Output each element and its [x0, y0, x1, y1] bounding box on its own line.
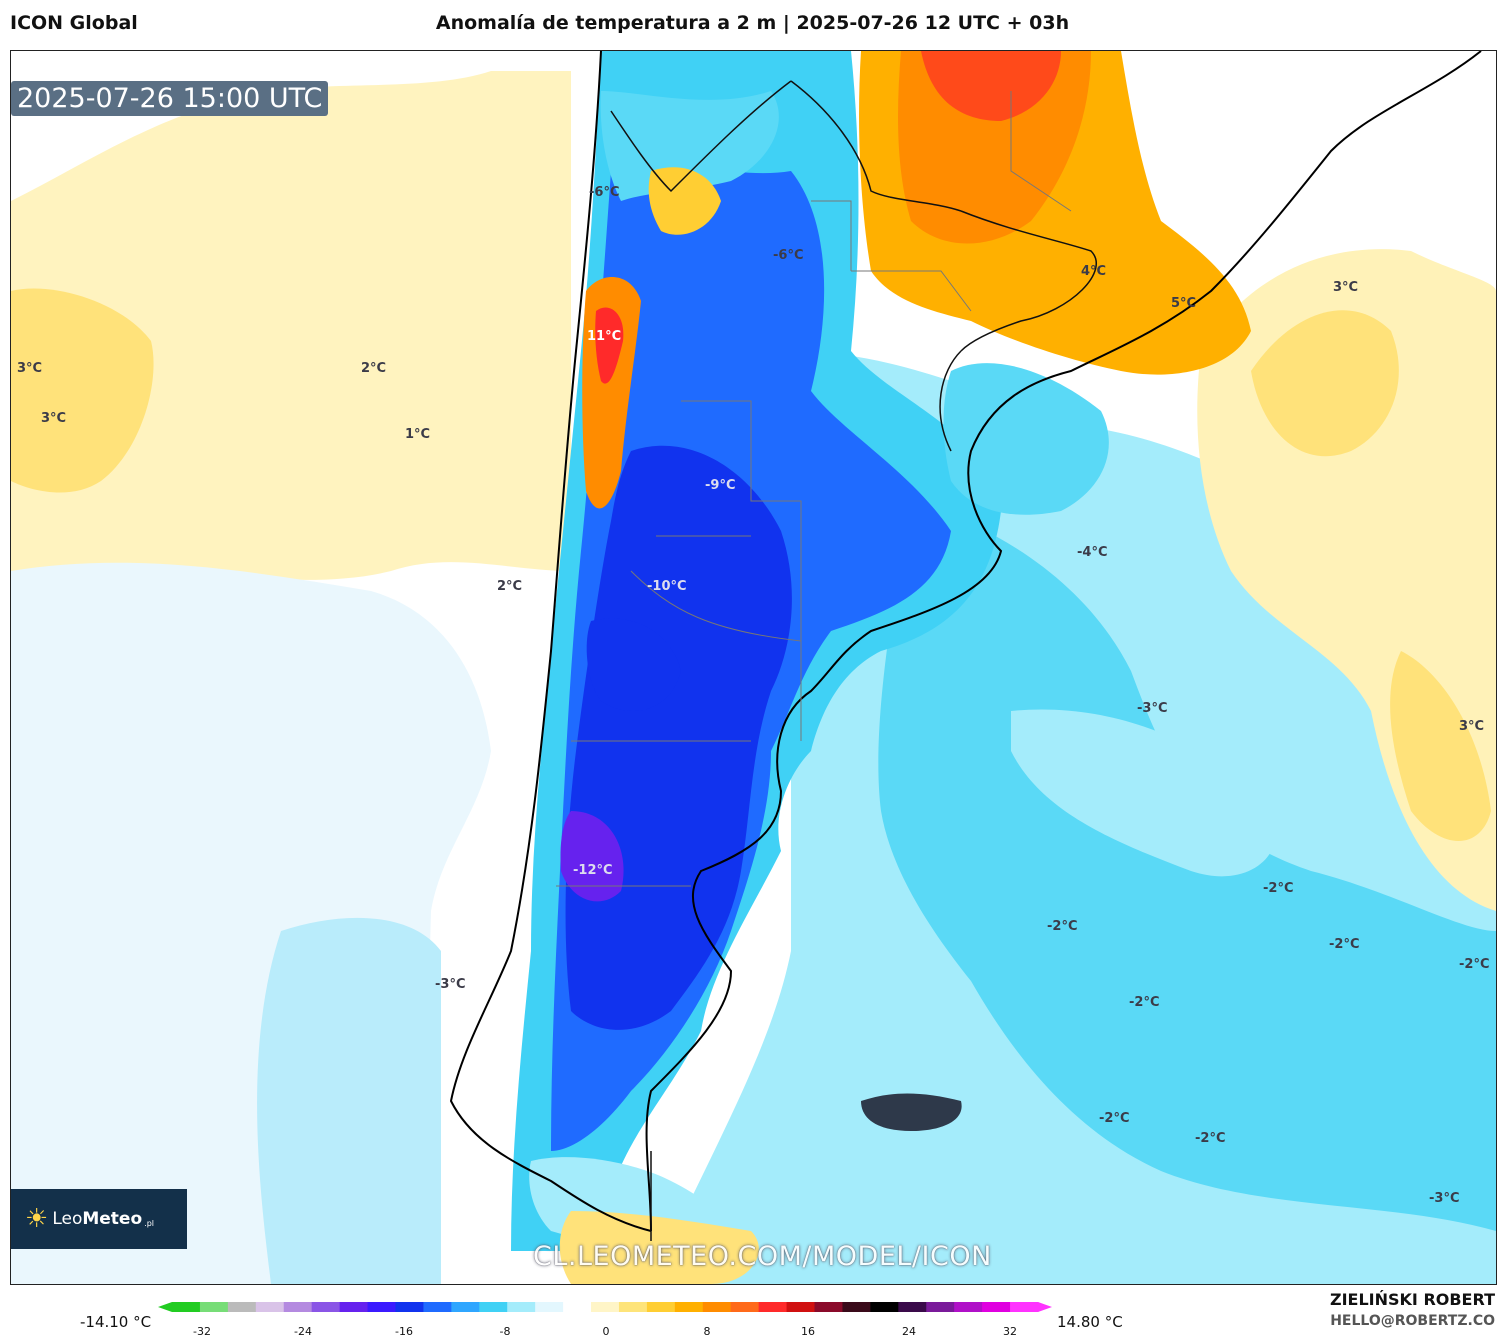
colorbar-tick-label: 24 [902, 1325, 916, 1338]
contour-label: 3°C [17, 361, 43, 376]
colorbar-segment [842, 1302, 871, 1312]
logo-text: LeoMeteo [52, 1209, 143, 1229]
contour-label: -2°C [1129, 995, 1160, 1010]
colorbar-segment [730, 1302, 760, 1312]
colorbar-segment [758, 1302, 788, 1312]
contour-label: -2°C [1047, 919, 1078, 934]
colorbar-segment [507, 1302, 536, 1312]
map-title: Anomalía de temperatura a 2 m | 2025-07-… [435, 12, 1070, 34]
colorbar-segment [367, 1302, 396, 1312]
colorbar-segment [199, 1302, 229, 1312]
contour-label: -4°C [1077, 545, 1108, 560]
leometeo-logo[interactable]: ☀ LeoMeteo .pl [11, 1189, 187, 1249]
contour-label: -3°C [435, 977, 466, 992]
contour-label: 3°C [41, 411, 67, 426]
contour-label: 2°C [497, 579, 523, 594]
colorbar-segment [786, 1302, 816, 1312]
colorbar-tick-label: 8 [703, 1325, 711, 1338]
sun-icon: ☀ [25, 1204, 49, 1234]
contour-label: -2°C [1459, 957, 1490, 972]
contour-label: -2°C [1195, 1131, 1226, 1146]
watermark-url: CL.LEOMETEO.COM/MODEL/ICON [533, 1241, 992, 1272]
colorbar-segment [339, 1302, 369, 1312]
contour-label: -9°C [705, 478, 736, 493]
colorbar-max-label: 14.80 °C [1057, 1313, 1123, 1331]
anomaly-map [11, 51, 1496, 1284]
colorbar-segment [227, 1302, 257, 1312]
colorbar-tick-label: 0 [602, 1325, 610, 1338]
colorbar-segment [395, 1302, 424, 1312]
colorbar-segment [451, 1302, 480, 1312]
colorbar-min-arrow [158, 1302, 172, 1312]
logo-suffix: .pl [144, 1218, 154, 1228]
contour-label: -2°C [1099, 1111, 1130, 1126]
colorbar-segment [954, 1302, 983, 1312]
colorbar-min-label: -14.10 °C [80, 1313, 152, 1331]
contour-label: -10°C [647, 579, 687, 594]
contour-label: 3°C [1333, 280, 1359, 295]
colorbar-segment [255, 1302, 285, 1312]
contour-label: -6°C [773, 248, 804, 263]
colorbar-segment [479, 1302, 508, 1312]
model-name: ICON Global [10, 12, 138, 34]
colorbar-segment [311, 1302, 341, 1312]
colorbar-segment [814, 1302, 843, 1312]
colorbar-tick-label: 32 [1003, 1325, 1017, 1338]
colorbar-segment [563, 1302, 592, 1312]
colorbar-tick-label: -8 [499, 1325, 511, 1338]
colorbar-segment [702, 1302, 732, 1312]
contour-label: 11°C [587, 329, 622, 344]
colorbar-tick-label: -16 [395, 1325, 413, 1338]
colorbar-segment [172, 1302, 201, 1312]
contour-label: -3°C [1137, 701, 1168, 716]
colorbar-segment [618, 1302, 648, 1312]
contour-label: -3°C [1429, 1191, 1460, 1206]
colorbar-segment [535, 1302, 564, 1312]
colorbar-segment [870, 1302, 899, 1312]
colorbar-segment [591, 1302, 620, 1312]
colorbar-segment [423, 1302, 452, 1312]
colorbar-max-arrow [1038, 1302, 1052, 1312]
colorbar-tick-label: -24 [294, 1325, 312, 1338]
contour-label: 3°C [1459, 719, 1485, 734]
contour-label: 5°C [1171, 296, 1197, 311]
contour-label: 1°C [405, 427, 431, 442]
map-panel: 2025-07-26 15:00 UTC ☀ LeoMeteo .pl CL.L… [10, 50, 1497, 1285]
colorbar-segment [283, 1302, 313, 1312]
contour-label: 2°C [361, 361, 387, 376]
colorbar-segment [898, 1302, 927, 1312]
author-email: HELLO@ROBERTZ.CO [1330, 1313, 1495, 1329]
colorbar-segment [982, 1302, 1011, 1312]
colorbar-segment [674, 1302, 704, 1312]
colorbar-segment [1010, 1302, 1039, 1312]
contour-label: -2°C [1329, 937, 1360, 952]
contour-label: -6°C [589, 185, 620, 200]
valid-time-badge: 2025-07-26 15:00 UTC [11, 81, 329, 116]
colorbar-segment [926, 1302, 955, 1312]
contour-label: 4°C [1081, 264, 1107, 279]
author-block: ZIELIŃSKI ROBERT HELLO@ROBERTZ.CO [1330, 1290, 1495, 1329]
author-name: ZIELIŃSKI ROBERT [1329, 1290, 1495, 1309]
contour-label: -2°C [1263, 881, 1294, 896]
colorbar [158, 1302, 1052, 1312]
colorbar-tick-label: 16 [801, 1325, 815, 1338]
colorbar-segment [646, 1302, 676, 1312]
colorbar-tick-label: -32 [193, 1325, 211, 1338]
contour-label: -12°C [573, 863, 613, 878]
